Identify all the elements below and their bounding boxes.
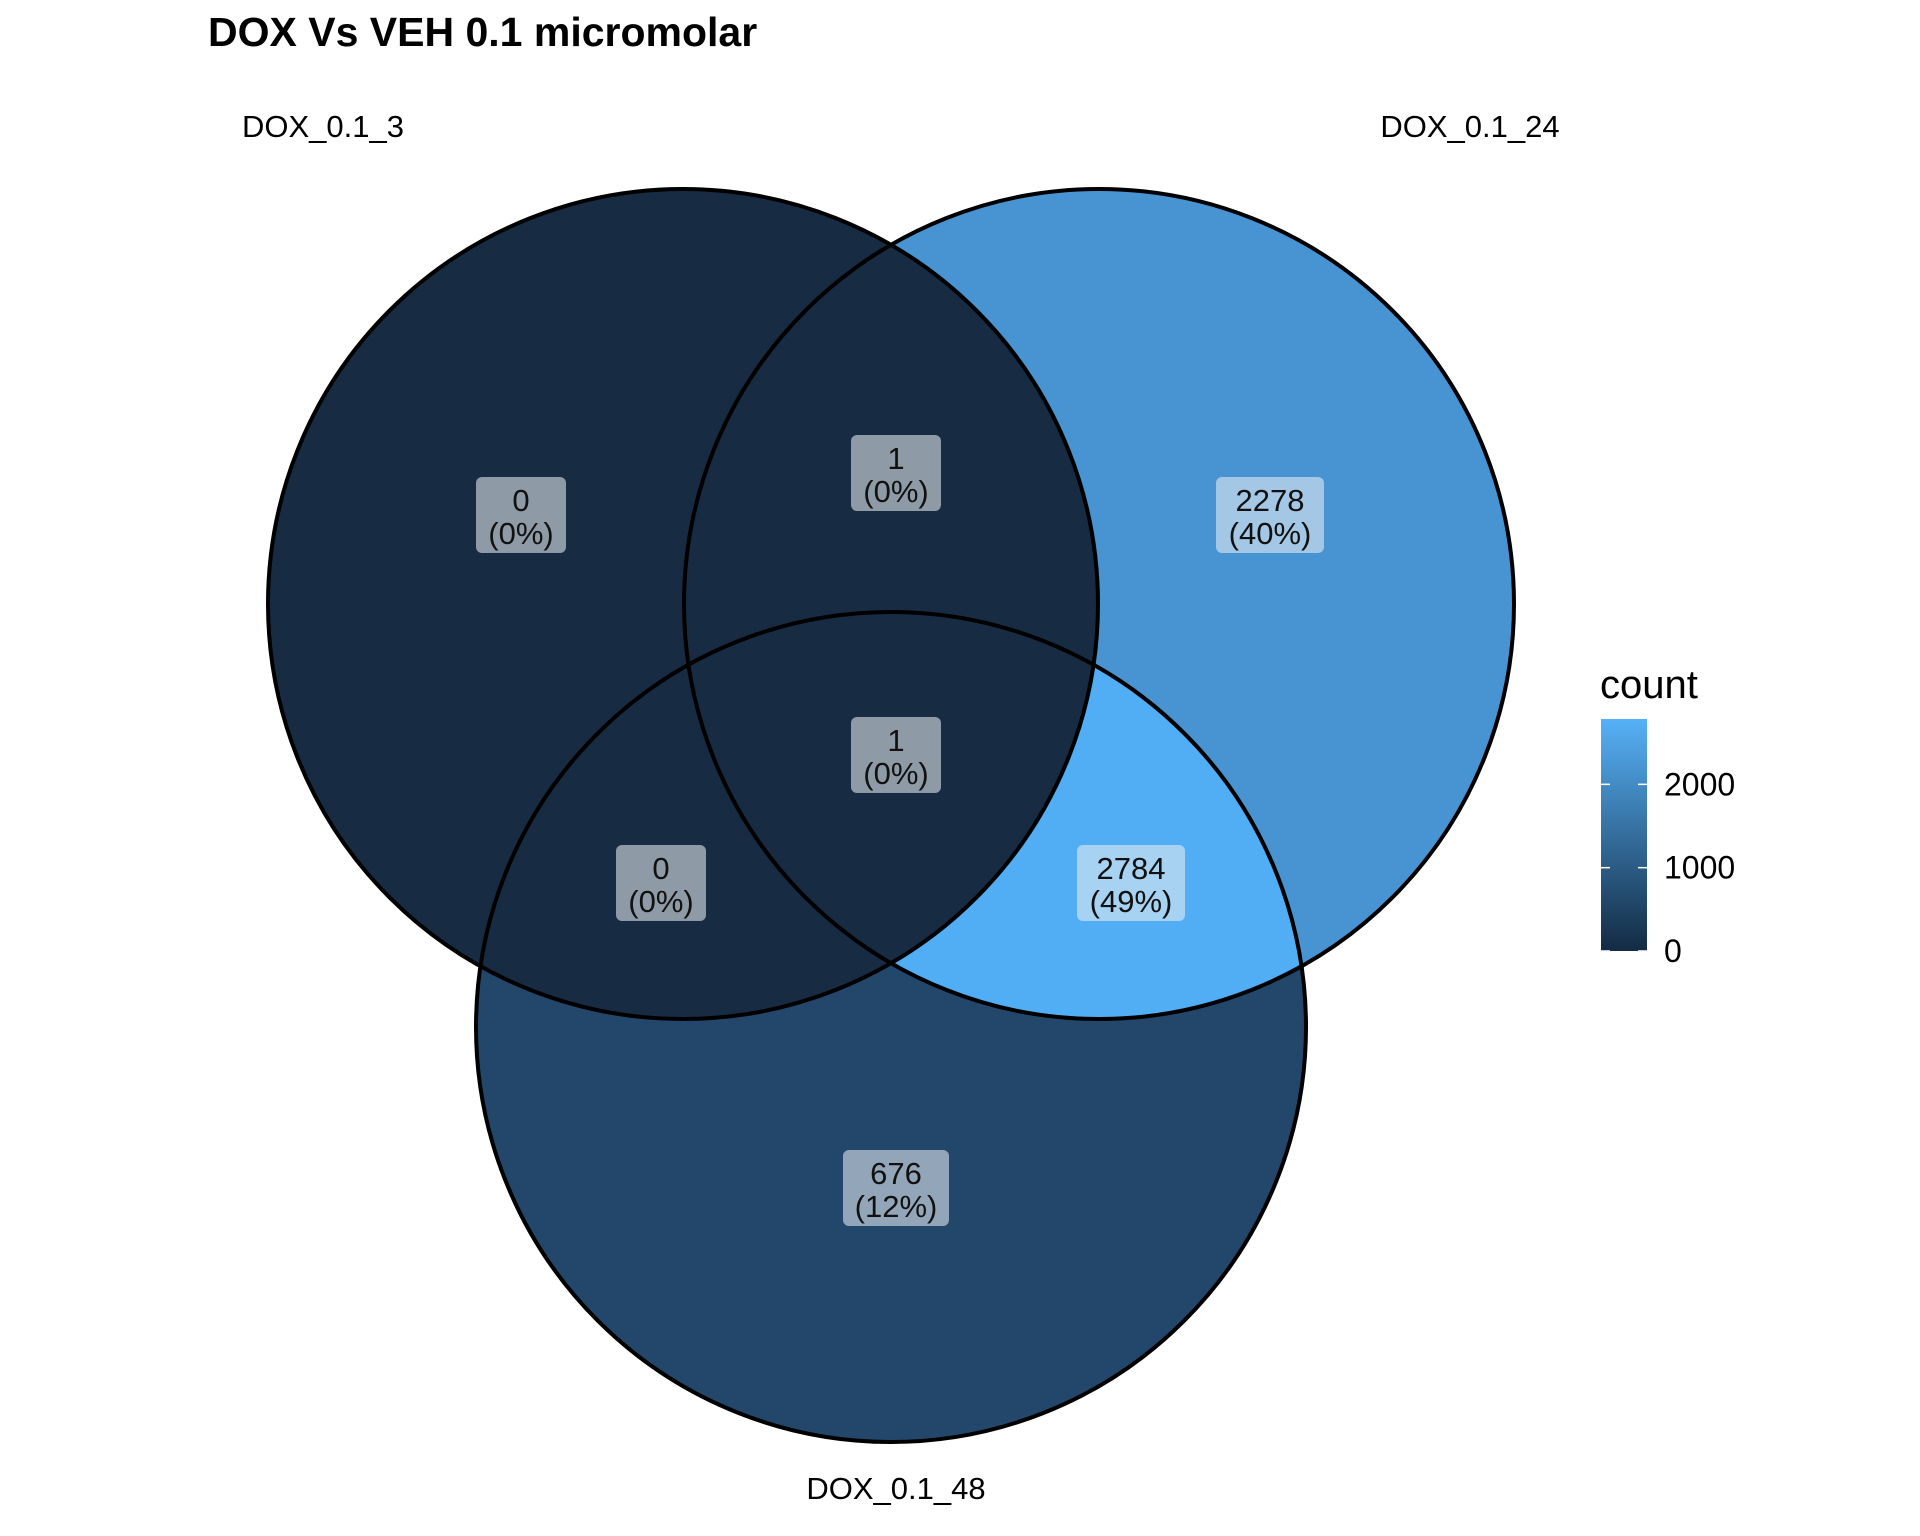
region-count: 0	[652, 851, 669, 886]
region-label-dox-24-and-48: 2784 (49%)	[1077, 845, 1185, 921]
label-box	[476, 477, 566, 553]
chart-title: DOX Vs VEH 0.1 micromolar	[208, 9, 757, 55]
circle-dox-24	[682, 187, 1516, 1021]
region-percent: (0%)	[863, 474, 928, 509]
region-count: 2784	[1097, 851, 1166, 886]
label-box	[851, 717, 941, 793]
circle-dox-3	[266, 187, 1100, 1021]
region-percent: (0%)	[488, 516, 553, 551]
region-label-only-dox-48: 676 (12%)	[843, 1150, 949, 1226]
region-label-all-three: 1 (0%)	[851, 717, 941, 793]
region-count: 0	[512, 483, 529, 518]
region-percent: (40%)	[1229, 516, 1312, 551]
region-percent: (0%)	[863, 756, 928, 791]
region-label-only-dox-24: 2278 (40%)	[1216, 477, 1324, 553]
region-only-dox-48	[476, 612, 1306, 1442]
region-label-dox-3-and-24: 1 (0%)	[851, 435, 941, 511]
region-count: 1	[887, 723, 904, 758]
set-label-dox-24: DOX_0.1_24	[1380, 109, 1559, 144]
region-count: 2278	[1236, 483, 1305, 518]
label-box	[851, 435, 941, 511]
colorbar-tick-label: 1000	[1664, 850, 1735, 886]
colorbar	[1601, 719, 1647, 951]
venn-outlines	[266, 187, 1516, 1444]
colorbar-tick-label: 0	[1664, 933, 1682, 969]
region-count: 1	[887, 441, 904, 476]
color-legend: count 2000 1000 0	[1600, 663, 1735, 969]
region-percent: (12%)	[855, 1189, 938, 1224]
region-label-dox-3-and-48: 0 (0%)	[616, 845, 706, 921]
circle-dox-48	[474, 610, 1308, 1444]
legend-title: count	[1600, 663, 1698, 707]
region-count: 676	[870, 1156, 922, 1191]
colorbar-tick-label: 2000	[1664, 766, 1735, 802]
set-label-dox-3: DOX_0.1_3	[242, 109, 404, 144]
set-label-dox-48: DOX_0.1_48	[806, 1471, 985, 1506]
label-box	[616, 845, 706, 921]
region-percent: (49%)	[1090, 884, 1173, 919]
region-label-only-dox-3: 0 (0%)	[476, 477, 566, 553]
region-percent: (0%)	[628, 884, 693, 919]
label-box	[1216, 477, 1324, 553]
venn-regions	[268, 189, 1514, 1442]
label-box	[843, 1150, 949, 1226]
colorbar-ticks: 2000 1000 0	[1601, 766, 1735, 969]
label-box	[1077, 845, 1185, 921]
region-labels: 0 (0%) 1 (0%) 2278 (40%) 1 (0%) 0 (0%) 2…	[476, 435, 1324, 1226]
